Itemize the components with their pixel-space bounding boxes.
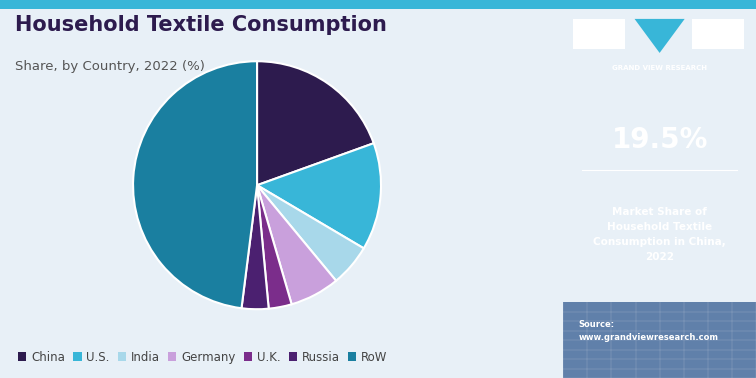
Legend: China, U.S., India, Germany, U.K., Russia, RoW: China, U.S., India, Germany, U.K., Russi… xyxy=(14,346,392,368)
Wedge shape xyxy=(133,61,257,308)
Polygon shape xyxy=(634,19,685,53)
FancyBboxPatch shape xyxy=(692,19,745,49)
FancyBboxPatch shape xyxy=(563,302,756,378)
Text: Share, by Country, 2022 (%): Share, by Country, 2022 (%) xyxy=(15,60,205,73)
Text: Source:
www.grandviewresearch.com: Source: www.grandviewresearch.com xyxy=(578,320,719,342)
Wedge shape xyxy=(257,61,373,185)
Text: GRAND VIEW RESEARCH: GRAND VIEW RESEARCH xyxy=(612,65,707,71)
Wedge shape xyxy=(241,185,268,309)
Wedge shape xyxy=(257,143,381,248)
Text: Market Share of
Household Textile
Consumption in China,
2022: Market Share of Household Textile Consum… xyxy=(593,207,726,262)
Wedge shape xyxy=(257,185,336,304)
Text: Household Textile Consumption: Household Textile Consumption xyxy=(15,15,387,35)
Text: 19.5%: 19.5% xyxy=(612,126,708,154)
Wedge shape xyxy=(257,185,292,309)
FancyBboxPatch shape xyxy=(573,19,625,49)
Wedge shape xyxy=(257,185,364,281)
